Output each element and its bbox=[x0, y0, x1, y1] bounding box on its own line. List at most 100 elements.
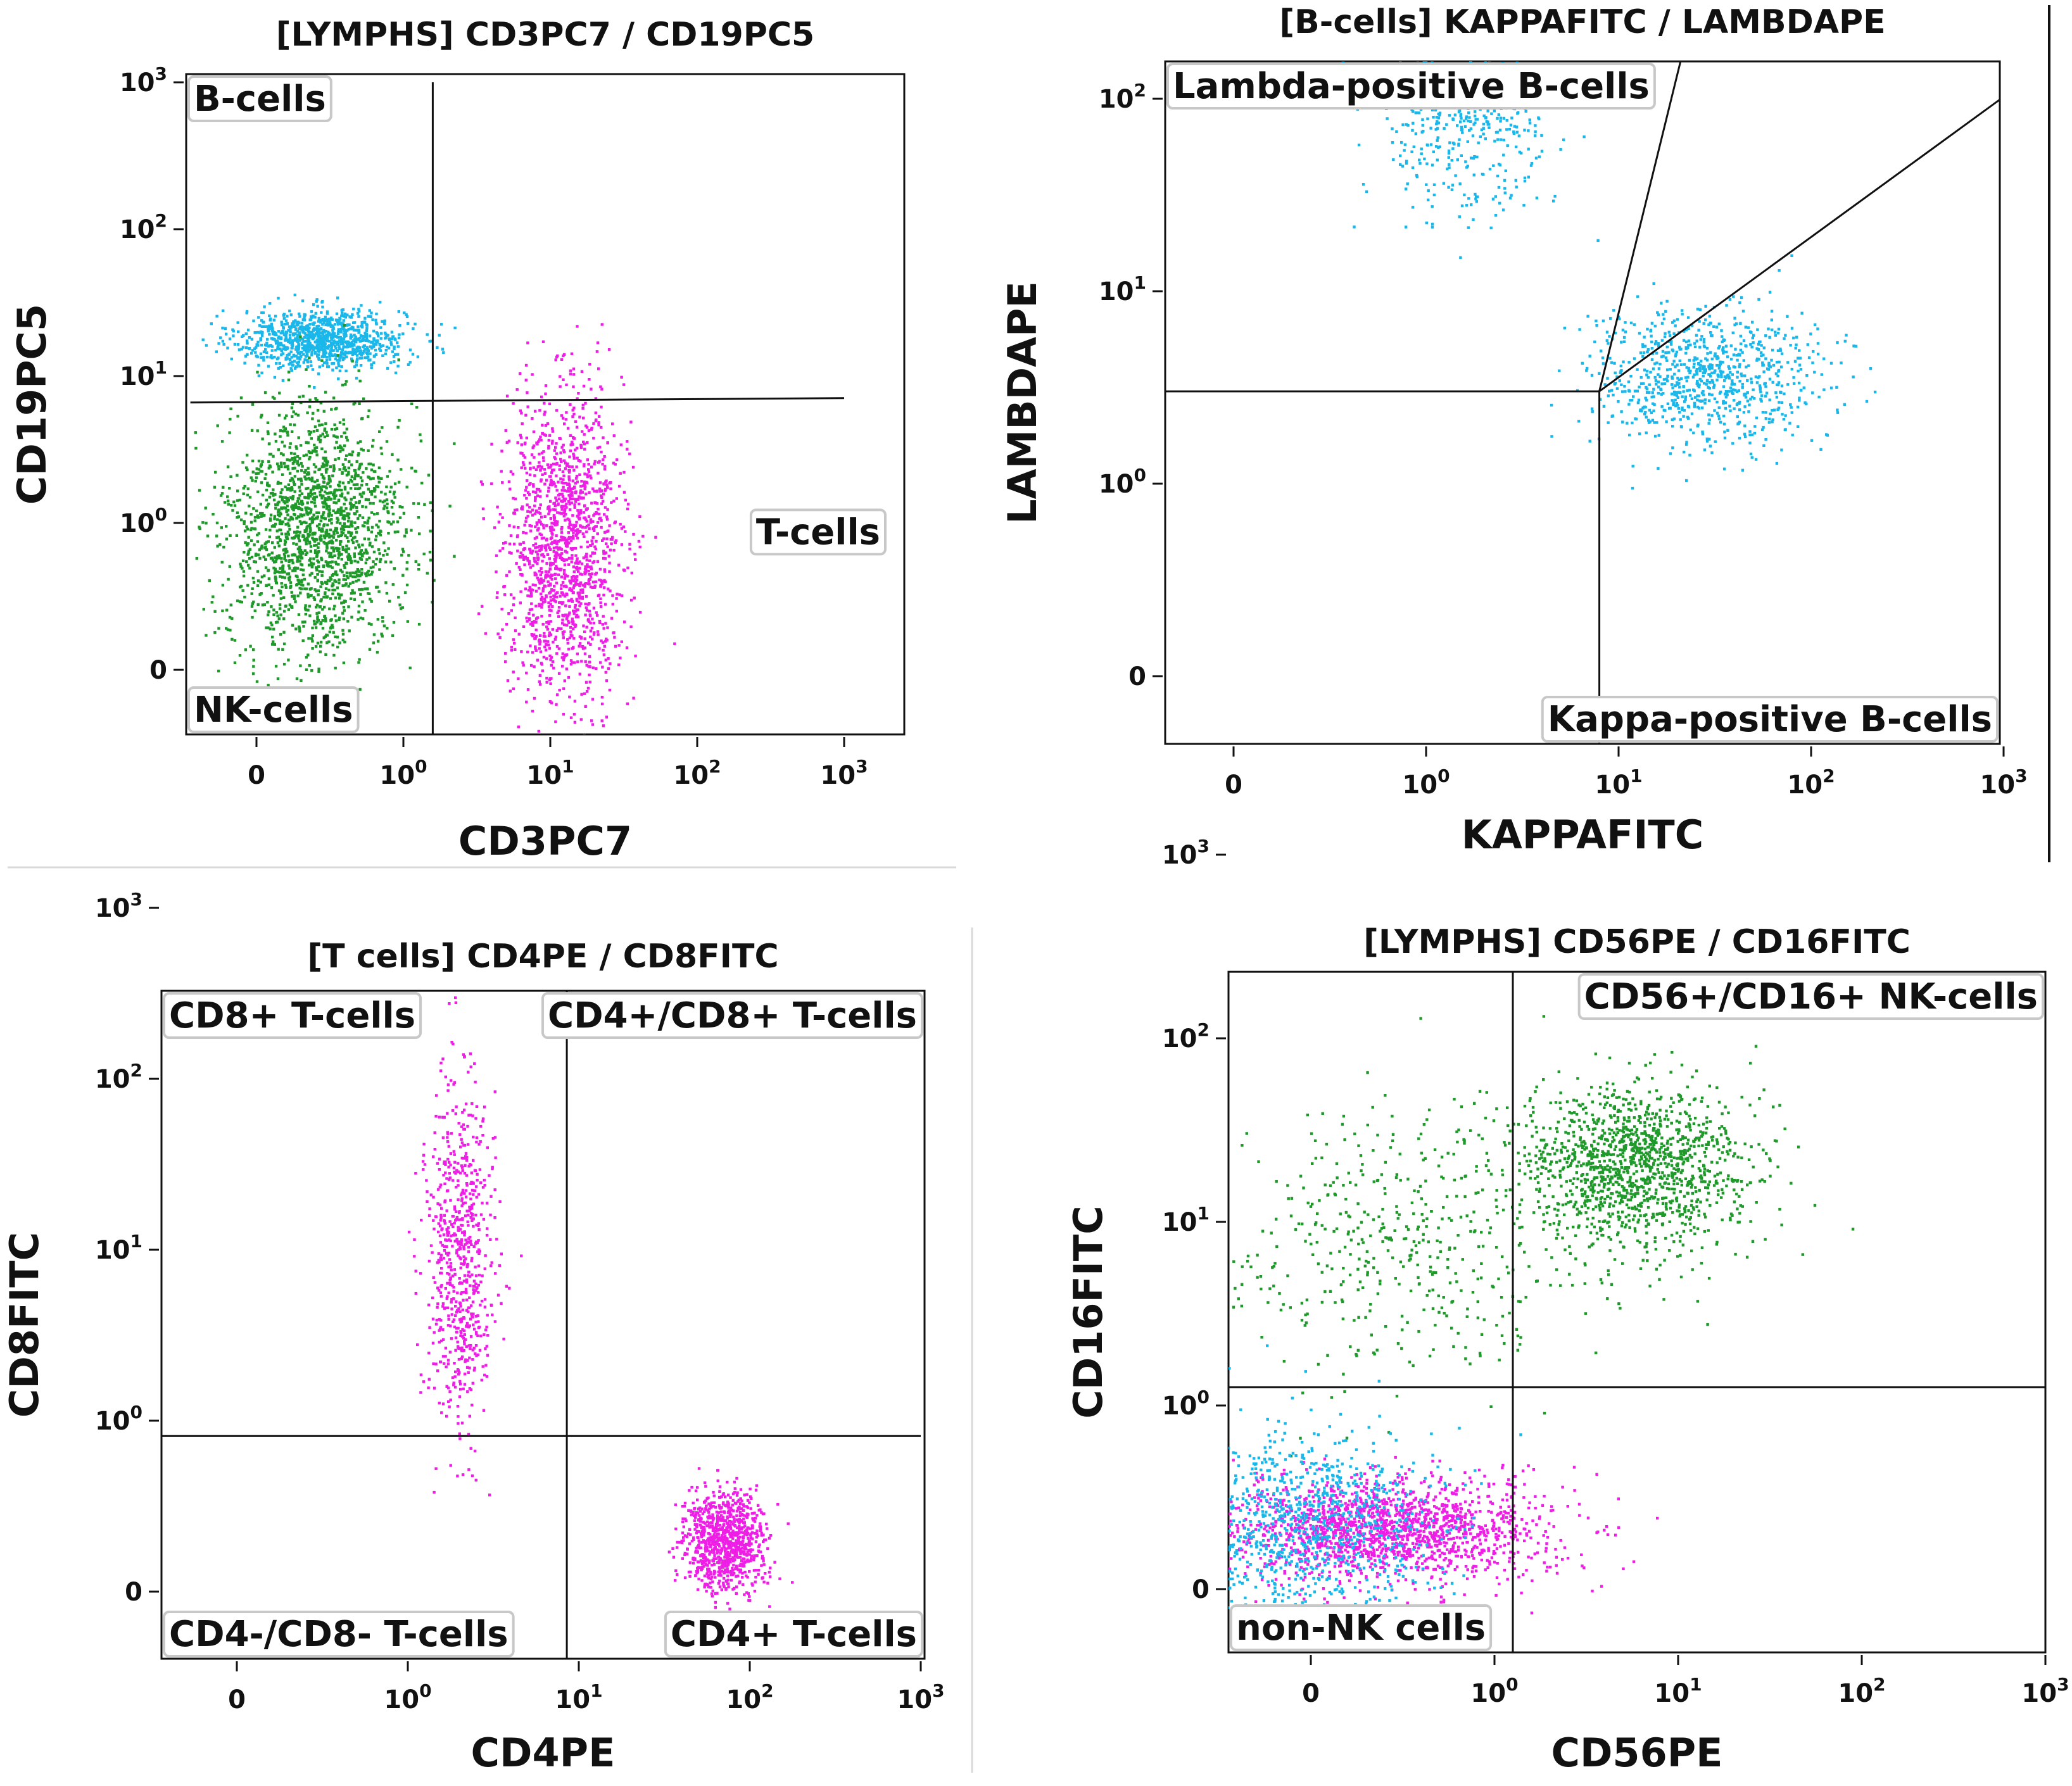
data-point bbox=[372, 339, 376, 342]
data-point bbox=[549, 591, 552, 594]
data-point bbox=[253, 609, 256, 612]
data-point bbox=[1467, 197, 1470, 200]
data-point bbox=[332, 466, 336, 470]
data-point bbox=[236, 599, 239, 603]
data-point bbox=[346, 345, 349, 349]
data-point bbox=[552, 594, 555, 598]
data-point bbox=[326, 579, 330, 582]
data-point bbox=[544, 384, 548, 387]
data-point bbox=[582, 384, 586, 388]
data-point bbox=[321, 331, 324, 334]
data-point bbox=[311, 639, 314, 643]
data-point bbox=[572, 531, 575, 534]
data-point bbox=[390, 337, 393, 341]
data-point bbox=[361, 588, 364, 591]
data-point bbox=[246, 353, 249, 356]
data-point bbox=[260, 356, 263, 359]
data-point bbox=[622, 569, 626, 572]
data-point bbox=[305, 656, 308, 659]
data-point bbox=[317, 667, 320, 670]
data-point bbox=[259, 337, 262, 340]
data-point bbox=[284, 319, 288, 322]
data-point bbox=[319, 641, 323, 644]
data-point bbox=[529, 592, 533, 595]
data-point bbox=[273, 375, 277, 379]
data-point bbox=[509, 689, 512, 693]
data-point bbox=[339, 513, 343, 516]
data-point bbox=[315, 524, 319, 527]
data-point bbox=[350, 335, 353, 338]
data-point bbox=[379, 530, 382, 533]
data-point bbox=[596, 532, 599, 536]
data-point bbox=[605, 679, 609, 682]
x-tick-base: 0 bbox=[248, 761, 265, 790]
data-point bbox=[370, 623, 373, 626]
data-point bbox=[233, 504, 237, 507]
data-point bbox=[332, 339, 336, 343]
data-point bbox=[563, 489, 566, 492]
data-point bbox=[354, 527, 357, 531]
data-point bbox=[359, 440, 362, 443]
data-point bbox=[1474, 115, 1477, 118]
data-point bbox=[557, 503, 560, 506]
data-point bbox=[262, 555, 265, 558]
data-point bbox=[525, 486, 528, 489]
data-point bbox=[267, 540, 270, 543]
data-point bbox=[327, 640, 331, 643]
data-point bbox=[569, 403, 572, 406]
data-point bbox=[305, 327, 308, 330]
data-point bbox=[377, 334, 380, 337]
data-point bbox=[357, 605, 361, 608]
data-point bbox=[362, 581, 366, 584]
data-point bbox=[308, 433, 311, 436]
data-point bbox=[540, 593, 543, 596]
data-point bbox=[598, 415, 601, 418]
data-point bbox=[610, 501, 613, 504]
data-point bbox=[348, 460, 351, 463]
data-point bbox=[343, 486, 347, 489]
data-point bbox=[562, 558, 566, 562]
data-point bbox=[339, 446, 343, 449]
data-point bbox=[246, 468, 249, 472]
data-point bbox=[390, 330, 394, 334]
data-point bbox=[330, 513, 333, 517]
data-point bbox=[277, 448, 281, 451]
data-point bbox=[605, 483, 609, 486]
data-point bbox=[1488, 167, 1492, 171]
data-point bbox=[524, 467, 527, 470]
data-point bbox=[317, 343, 321, 346]
data-point bbox=[355, 329, 358, 332]
data-point bbox=[314, 332, 318, 335]
data-point bbox=[510, 648, 514, 652]
data-point bbox=[377, 481, 381, 484]
data-point bbox=[308, 507, 311, 510]
data-point bbox=[354, 512, 357, 516]
data-point bbox=[500, 607, 503, 611]
data-point bbox=[599, 605, 603, 608]
data-point bbox=[325, 529, 329, 532]
data-point bbox=[576, 531, 579, 534]
data-point bbox=[277, 413, 281, 417]
data-point bbox=[212, 595, 215, 598]
data-point bbox=[654, 536, 657, 539]
data-point bbox=[305, 551, 308, 555]
data-point bbox=[274, 579, 277, 582]
data-point bbox=[1436, 158, 1439, 161]
data-point bbox=[534, 510, 538, 513]
data-point bbox=[346, 576, 350, 579]
data-point bbox=[236, 489, 239, 493]
data-point bbox=[303, 471, 306, 474]
data-point bbox=[618, 593, 621, 596]
data-point bbox=[331, 566, 334, 569]
data-point bbox=[1535, 196, 1539, 199]
data-point bbox=[525, 471, 529, 475]
data-point bbox=[568, 605, 571, 608]
data-point bbox=[288, 603, 292, 607]
data-point bbox=[551, 439, 554, 443]
data-point bbox=[325, 312, 329, 315]
data-point bbox=[542, 524, 545, 527]
data-point bbox=[1489, 226, 1493, 230]
data-point bbox=[396, 353, 400, 356]
data-point bbox=[556, 591, 559, 594]
data-point bbox=[337, 343, 340, 346]
